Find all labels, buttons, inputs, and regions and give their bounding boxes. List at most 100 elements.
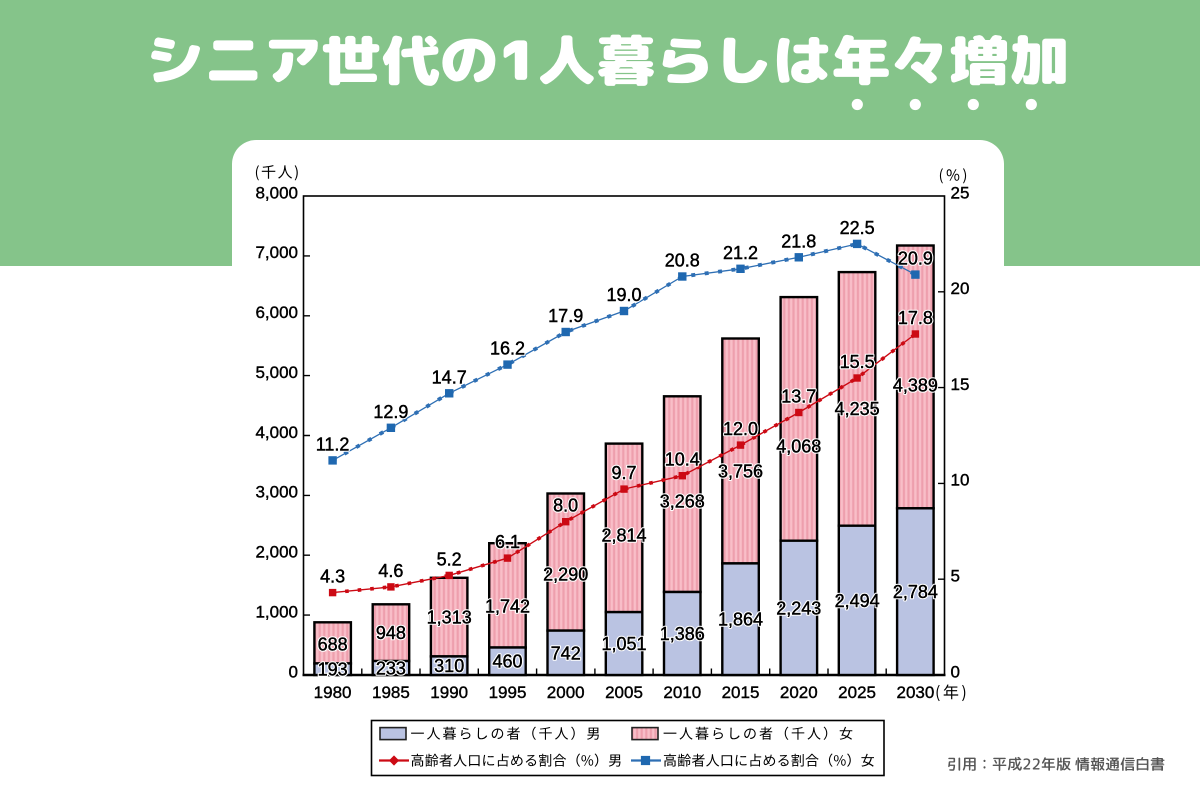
svg-text:2000: 2000 <box>547 683 585 702</box>
svg-text:1985: 1985 <box>372 683 410 702</box>
svg-text:688: 688 <box>318 635 348 655</box>
svg-text:5,000: 5,000 <box>255 363 298 382</box>
svg-text:17.8: 17.8 <box>898 308 933 328</box>
svg-text:4.6: 4.6 <box>378 561 403 581</box>
svg-text:8.0: 8.0 <box>553 496 578 516</box>
svg-text:10.4: 10.4 <box>665 450 700 470</box>
svg-text:2005: 2005 <box>605 683 643 702</box>
svg-text:4,000: 4,000 <box>255 423 298 442</box>
svg-text:742: 742 <box>551 643 581 663</box>
svg-text:1,000: 1,000 <box>255 602 298 621</box>
svg-text:0: 0 <box>951 662 960 681</box>
svg-text:4,235: 4,235 <box>835 399 880 419</box>
svg-text:20.9: 20.9 <box>898 249 933 269</box>
svg-text:2,243: 2,243 <box>776 598 821 618</box>
svg-text:21.8: 21.8 <box>781 231 816 251</box>
svg-text:17.8: 17.8 <box>898 308 933 328</box>
svg-text:10.4: 10.4 <box>665 450 700 470</box>
svg-text:9.7: 9.7 <box>611 463 636 483</box>
svg-text:2025: 2025 <box>838 683 876 702</box>
svg-text:2,000: 2,000 <box>255 543 298 562</box>
svg-text:1990: 1990 <box>430 683 468 702</box>
svg-text:1,313: 1,313 <box>427 608 472 628</box>
svg-text:11.2: 11.2 <box>316 434 350 454</box>
svg-text:17.9: 17.9 <box>548 306 583 326</box>
svg-text:1,313: 1,313 <box>427 608 472 628</box>
svg-text:233: 233 <box>376 659 406 679</box>
svg-text:1,386: 1,386 <box>660 624 705 644</box>
svg-text:2,814: 2,814 <box>601 526 646 546</box>
svg-text:3,756: 3,756 <box>718 462 763 482</box>
svg-text:1,051: 1,051 <box>601 634 646 654</box>
svg-text:310: 310 <box>434 656 464 676</box>
svg-text:21.8: 21.8 <box>781 231 816 251</box>
svg-text:6.1: 6.1 <box>495 532 520 552</box>
svg-text:948: 948 <box>376 623 406 643</box>
svg-text:3,756: 3,756 <box>718 462 763 482</box>
svg-text:4.6: 4.6 <box>378 561 403 581</box>
svg-text:19.0: 19.0 <box>606 285 641 305</box>
svg-text:1980: 1980 <box>314 683 352 702</box>
svg-text:1,864: 1,864 <box>718 610 763 630</box>
svg-text:2,290: 2,290 <box>543 565 588 585</box>
svg-text:1,864: 1,864 <box>718 610 763 630</box>
svg-text:688: 688 <box>318 635 348 655</box>
svg-text:3,000: 3,000 <box>255 483 298 502</box>
svg-text:1,051: 1,051 <box>601 634 646 654</box>
svg-text:9.7: 9.7 <box>611 463 636 483</box>
svg-text:22.5: 22.5 <box>840 218 875 238</box>
svg-text:6,000: 6,000 <box>255 303 298 322</box>
svg-text:2010: 2010 <box>663 683 701 702</box>
svg-text:5.2: 5.2 <box>437 549 462 569</box>
svg-text:1995: 1995 <box>489 683 527 702</box>
svg-text:948: 948 <box>376 623 406 643</box>
svg-text:20.8: 20.8 <box>665 251 700 271</box>
svg-text:742: 742 <box>551 643 581 663</box>
svg-text:4,389: 4,389 <box>893 376 938 396</box>
svg-text:2,494: 2,494 <box>835 591 880 611</box>
svg-text:5: 5 <box>951 567 960 586</box>
svg-text:16.2: 16.2 <box>490 339 525 359</box>
svg-text:4,068: 4,068 <box>776 437 821 457</box>
svg-text:16.2: 16.2 <box>490 339 525 359</box>
svg-text:13.7: 13.7 <box>781 387 816 407</box>
svg-text:4,235: 4,235 <box>835 399 880 419</box>
svg-text:21.2: 21.2 <box>723 243 758 263</box>
svg-text:3,268: 3,268 <box>660 492 705 512</box>
svg-text:193: 193 <box>318 660 348 680</box>
svg-text:2020: 2020 <box>780 683 818 702</box>
svg-text:310: 310 <box>434 656 464 676</box>
svg-text:21.2: 21.2 <box>723 243 758 263</box>
svg-text:19.0: 19.0 <box>606 285 641 305</box>
svg-text:25: 25 <box>951 183 970 202</box>
svg-text:11.2: 11.2 <box>316 434 350 454</box>
svg-text:8.0: 8.0 <box>553 496 578 516</box>
svg-text:0: 0 <box>289 662 298 681</box>
svg-text:15.5: 15.5 <box>840 352 875 372</box>
svg-text:7,000: 7,000 <box>255 243 298 262</box>
svg-text:13.7: 13.7 <box>781 387 816 407</box>
svg-text:2,814: 2,814 <box>601 526 646 546</box>
svg-text:15: 15 <box>951 375 970 394</box>
svg-text:193: 193 <box>318 660 348 680</box>
svg-text:233: 233 <box>376 659 406 679</box>
svg-text:8,000: 8,000 <box>255 183 298 202</box>
svg-text:460: 460 <box>492 652 522 672</box>
svg-text:12.0: 12.0 <box>723 419 758 439</box>
svg-text:12.9: 12.9 <box>373 402 408 422</box>
svg-text:20: 20 <box>951 279 970 298</box>
svg-text:17.9: 17.9 <box>548 306 583 326</box>
svg-text:20.8: 20.8 <box>665 251 700 271</box>
svg-text:5.2: 5.2 <box>437 549 462 569</box>
svg-text:3,268: 3,268 <box>660 492 705 512</box>
svg-text:2,290: 2,290 <box>543 565 588 585</box>
svg-text:1,742: 1,742 <box>485 597 530 617</box>
svg-text:2,784: 2,784 <box>893 582 938 602</box>
svg-text:12.9: 12.9 <box>373 402 408 422</box>
svg-text:1,742: 1,742 <box>485 597 530 617</box>
svg-text:20.9: 20.9 <box>898 249 933 269</box>
svg-text:1,386: 1,386 <box>660 624 705 644</box>
svg-text:4,389: 4,389 <box>893 376 938 396</box>
svg-text:14.7: 14.7 <box>432 367 467 387</box>
svg-text:4,068: 4,068 <box>776 437 821 457</box>
